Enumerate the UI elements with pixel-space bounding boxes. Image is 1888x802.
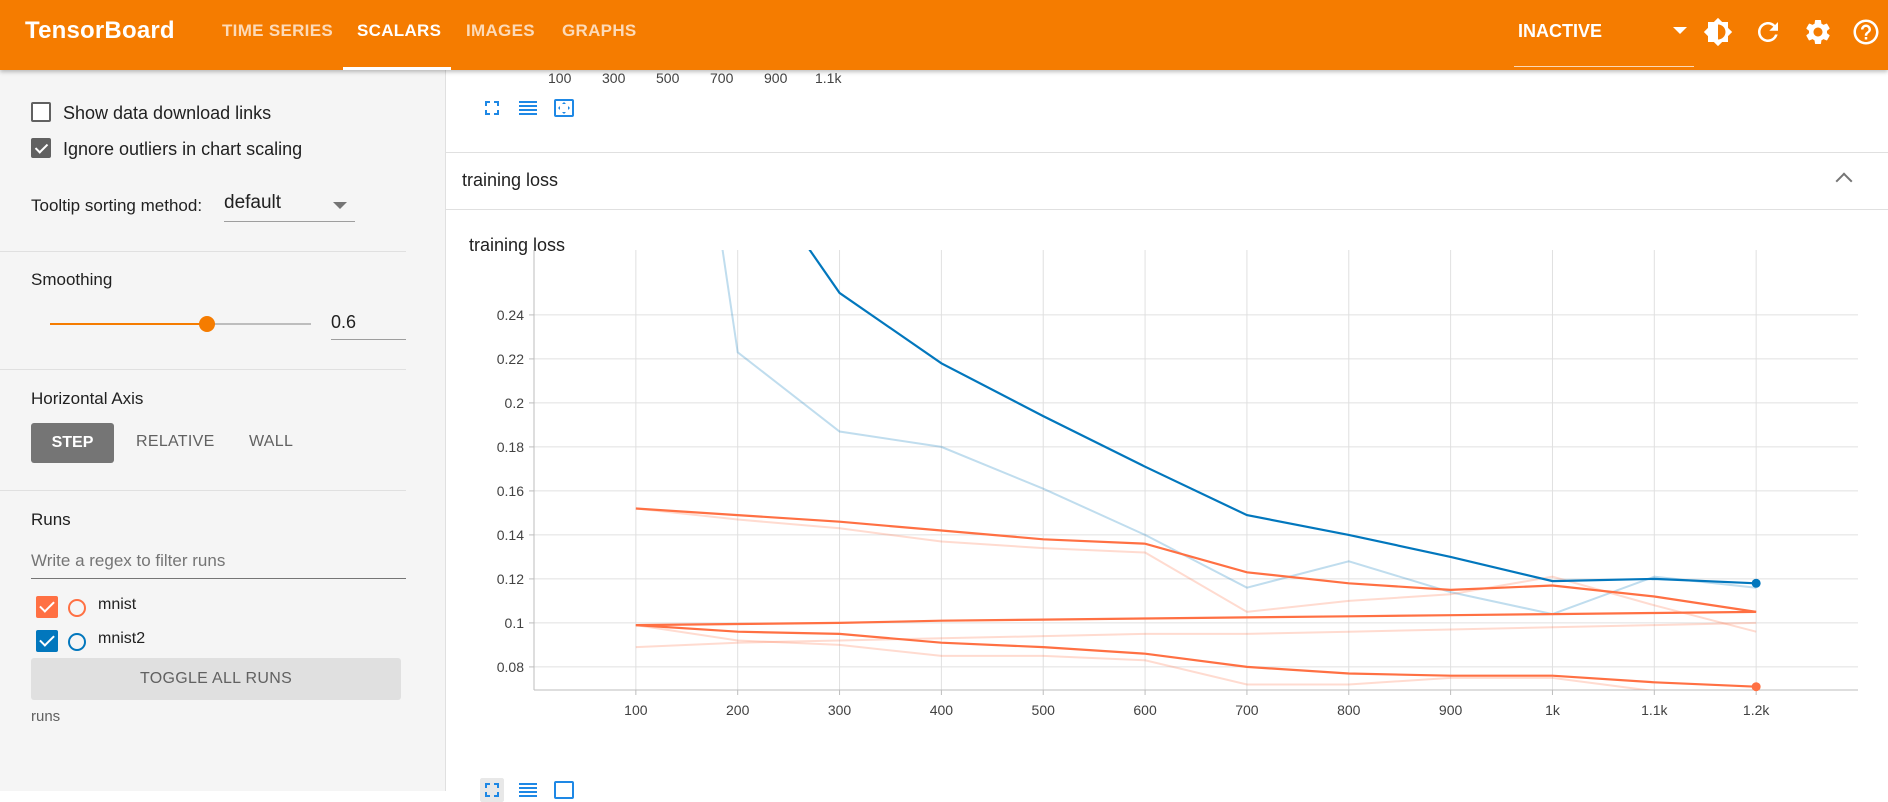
x-tick-label: 700 bbox=[1235, 702, 1259, 718]
y-tick-label: 0.16 bbox=[497, 483, 524, 499]
y-tick-label: 0.14 bbox=[497, 527, 524, 543]
run-checkbox-mnist2[interactable] bbox=[36, 630, 58, 652]
tab-scalars[interactable]: SCALARS bbox=[357, 21, 442, 40]
top-app-bar: TensorBoard TIME SERIES SCALARS IMAGES G… bbox=[0, 0, 1888, 70]
chevron-up-icon[interactable] bbox=[1835, 172, 1853, 190]
fit-domain-icon[interactable] bbox=[552, 778, 576, 802]
x-tick-label: 800 bbox=[1337, 702, 1361, 718]
show-download-links-checkbox[interactable] bbox=[31, 102, 51, 122]
y-tick-label: 0.22 bbox=[497, 351, 524, 367]
plugin-select-value[interactable]: INACTIVE bbox=[1518, 21, 1603, 41]
ignore-outliers-label[interactable]: Ignore outliers in chart scaling bbox=[63, 139, 303, 159]
data-table-icon[interactable] bbox=[516, 96, 540, 120]
y-tick-label: 0.1 bbox=[505, 615, 525, 631]
tooltip-sorting-label: Tooltip sorting method: bbox=[31, 196, 203, 215]
smoothing-label: Smoothing bbox=[31, 270, 113, 289]
toggle-all-runs-button[interactable]: TOGGLE ALL RUNS bbox=[31, 658, 401, 700]
y-tick-label: 0.12 bbox=[497, 571, 524, 587]
y-tick-label: 0.18 bbox=[497, 439, 524, 455]
tooltip-sorting-underline bbox=[224, 221, 355, 222]
brightness-icon[interactable] bbox=[1703, 17, 1733, 47]
fullscreen-icon[interactable] bbox=[480, 778, 504, 802]
x-tick-label: 200 bbox=[726, 702, 750, 718]
prev-chart-tick: 100 bbox=[548, 70, 572, 86]
chevron-down-icon[interactable] bbox=[1673, 27, 1687, 34]
fullscreen-icon[interactable] bbox=[480, 96, 504, 120]
x-tick-label: 1.1k bbox=[1641, 702, 1668, 718]
divider bbox=[0, 251, 406, 252]
x-tick-label: 400 bbox=[930, 702, 954, 718]
axis-relative-button[interactable]: RELATIVE bbox=[136, 433, 215, 450]
smoothed-series-line bbox=[635, 624, 1757, 688]
x-tick-label: 500 bbox=[1032, 702, 1056, 718]
prev-chart-tick: 500 bbox=[656, 70, 680, 86]
x-tick-label: 1.2k bbox=[1743, 702, 1770, 718]
app-brand[interactable]: TensorBoard bbox=[25, 17, 175, 44]
run-filter-input[interactable]: Write a regex to filter runs bbox=[31, 551, 226, 570]
sidebar: Show data download links Ignore outliers… bbox=[0, 70, 446, 791]
chart-card-title: training loss bbox=[469, 235, 566, 255]
runs-label: Runs bbox=[31, 510, 71, 529]
run-name-mnist2: mnist2 bbox=[98, 630, 146, 647]
x-tick-label: 300 bbox=[828, 702, 852, 718]
x-tick-label: 900 bbox=[1439, 702, 1463, 718]
prev-chart-tick: 300 bbox=[602, 70, 626, 86]
raw-series-line bbox=[721, 250, 1757, 616]
chevron-down-icon[interactable] bbox=[333, 202, 347, 209]
runs-footer-text: runs bbox=[31, 708, 61, 725]
section-divider bbox=[446, 152, 1888, 153]
tab-images[interactable]: IMAGES bbox=[466, 21, 535, 40]
refresh-icon[interactable] bbox=[1753, 17, 1783, 47]
x-tick-label: 1k bbox=[1545, 702, 1561, 718]
run-checkbox-mnist[interactable] bbox=[36, 596, 58, 618]
data-table-icon[interactable] bbox=[516, 778, 540, 802]
y-tick-label: 0.2 bbox=[505, 395, 525, 411]
smoothing-slider-thumb[interactable] bbox=[198, 316, 215, 332]
x-tick-label: 100 bbox=[624, 702, 648, 718]
series-end-marker bbox=[1751, 682, 1761, 692]
prev-chart-tick: 700 bbox=[710, 70, 734, 86]
horizontal-axis-label: Horizontal Axis bbox=[31, 389, 144, 408]
plugin-select-underline bbox=[1514, 66, 1694, 67]
tab-time-series[interactable]: TIME SERIES bbox=[222, 21, 333, 40]
axis-step-button[interactable]: STEP bbox=[31, 423, 114, 463]
smoothing-slider-fill bbox=[50, 323, 207, 325]
x-tick-label: 600 bbox=[1133, 702, 1157, 718]
y-tick-label: 0.08 bbox=[497, 659, 524, 675]
category-header[interactable]: training loss bbox=[446, 153, 1888, 210]
prev-chart-tick: 1.1k bbox=[815, 70, 842, 86]
axis-wall-button[interactable]: WALL bbox=[249, 433, 294, 450]
smoothing-input-underline bbox=[331, 339, 406, 340]
run-name-mnist: mnist bbox=[98, 596, 137, 613]
show-download-links-label[interactable]: Show data download links bbox=[63, 103, 272, 123]
training-loss-chart[interactable]: 0.08 0.1 0.12 0.14 0.16 0.18 0.2 0.22 0.24 100 200… bbox=[446, 250, 1888, 771]
divider bbox=[0, 490, 406, 491]
tooltip-sorting-select[interactable]: default bbox=[224, 192, 282, 213]
smoothed-series-line bbox=[635, 610, 1757, 627]
smoothed-series-line bbox=[635, 507, 1757, 613]
run-filter-underline bbox=[31, 578, 406, 579]
series-end-marker bbox=[1751, 578, 1761, 588]
tab-graphs[interactable]: GRAPHS bbox=[562, 21, 637, 40]
run-color-swatch-mnist[interactable] bbox=[68, 599, 86, 617]
y-tick-label: 0.24 bbox=[497, 307, 524, 323]
settings-icon[interactable] bbox=[1803, 17, 1833, 47]
prev-chart-tick: 900 bbox=[764, 70, 788, 86]
active-tab-indicator bbox=[343, 67, 451, 70]
raw-series-line bbox=[635, 624, 1654, 690]
category-title: training loss bbox=[462, 170, 559, 190]
ignore-outliers-checkbox[interactable] bbox=[31, 138, 51, 158]
smoothed-series-line bbox=[808, 250, 1757, 585]
help-icon[interactable] bbox=[1851, 17, 1881, 47]
run-color-swatch-mnist2[interactable] bbox=[68, 633, 86, 651]
raw-series-line bbox=[635, 621, 1757, 649]
fit-domain-icon[interactable] bbox=[552, 96, 576, 120]
smoothing-value-input[interactable]: 0.6 bbox=[331, 312, 357, 332]
divider bbox=[0, 369, 406, 370]
main-panel: 100 300 500 700 900 1.1k training loss t… bbox=[446, 70, 1888, 802]
